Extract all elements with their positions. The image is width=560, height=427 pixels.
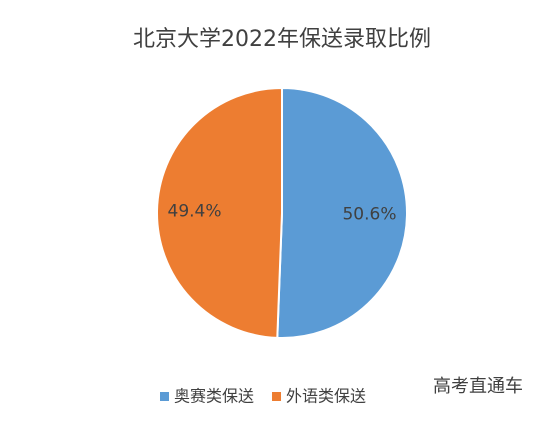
legend-label: 奥赛类保送 xyxy=(174,387,254,406)
pie-slice xyxy=(156,86,283,339)
data-label: 49.4% xyxy=(168,201,222,221)
watermark: 高考直通车 xyxy=(433,376,523,397)
legend-swatch xyxy=(272,392,282,401)
chart-title: 北京大学2022年保送录取比例 xyxy=(133,27,431,52)
legend-swatch xyxy=(160,392,169,401)
legend-label: 外语类保送 xyxy=(286,387,366,406)
data-label: 50.6% xyxy=(342,205,396,225)
pie-slice xyxy=(276,86,408,339)
